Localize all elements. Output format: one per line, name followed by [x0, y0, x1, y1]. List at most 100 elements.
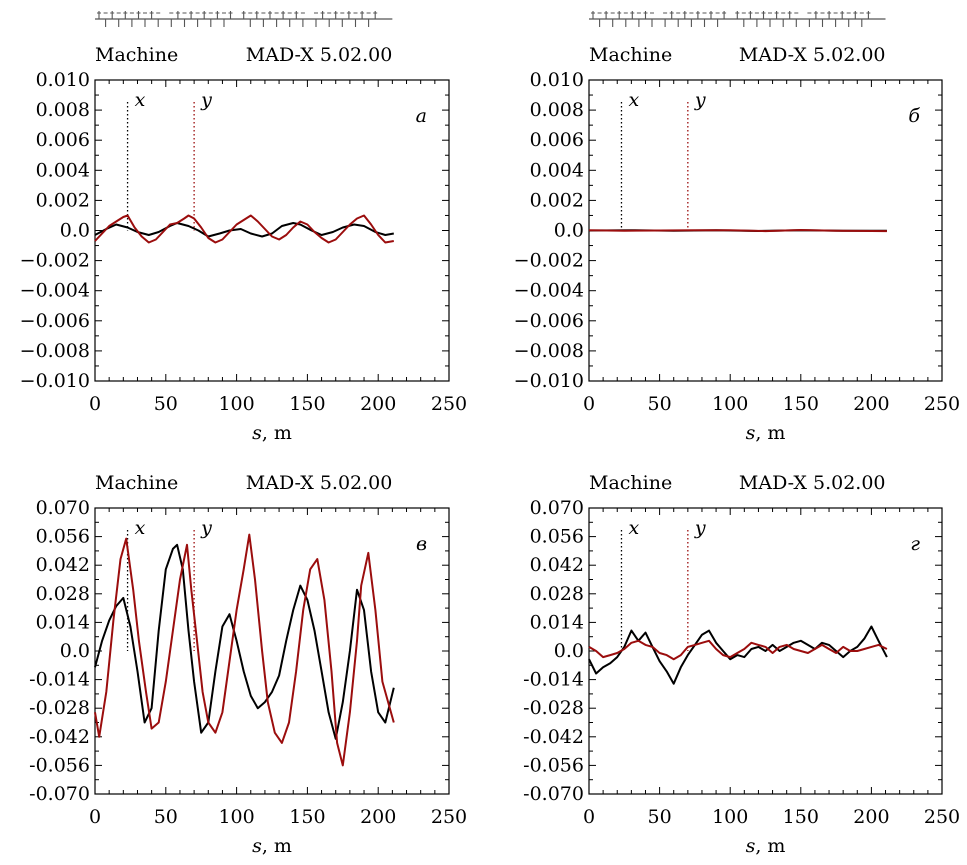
- y-tick-label: 0.028: [530, 583, 584, 605]
- x-tick-label: 150: [783, 806, 819, 828]
- x-axis-label-unit: , m: [755, 835, 785, 857]
- lattice-elements: [97, 11, 378, 27]
- y-tick-label: 0.008: [36, 99, 90, 121]
- marker-label-y: y: [200, 517, 212, 539]
- x-axis-label-var: s: [746, 835, 756, 857]
- y-tick-label: 0.0: [60, 640, 90, 662]
- y-tick-label: 0.070: [36, 497, 90, 519]
- y-tick-label: -0.056: [29, 754, 90, 776]
- x-tick-label: 250: [431, 393, 467, 415]
- y-tick-label: −0.010: [20, 370, 90, 392]
- series-line-y: [588, 639, 888, 661]
- y-tick-label: 0.0: [554, 220, 584, 242]
- panel-letter: в: [416, 533, 427, 555]
- header-machine-label: Machine: [589, 44, 672, 66]
- plot-frame: [94, 79, 450, 382]
- panel-letter: г: [910, 533, 920, 555]
- panel-c: Machine MAD-X 5.02.00 0.070 0.056 0.042 0.028…: [29, 472, 467, 857]
- x-tick-label: 250: [924, 806, 960, 828]
- y-tick-label: -0.028: [29, 697, 90, 719]
- series-line-y: [588, 229, 887, 233]
- x-tick-label: 50: [648, 806, 672, 828]
- y-tick-label: -0.014: [29, 669, 90, 691]
- panel-b: Machine MAD-X 5.02.00 0.010 0.008 0.006 0.004…: [514, 11, 960, 444]
- plot-frame: [94, 507, 450, 795]
- y-tick-label: 0.028: [36, 583, 90, 605]
- y-tick-label: −0.004: [514, 280, 584, 302]
- y-tick-label: −0.010: [514, 370, 584, 392]
- x-tick-label: 200: [360, 806, 396, 828]
- y-tick-label: 0.004: [530, 159, 584, 181]
- header-version-label: MAD-X 5.02.00: [739, 472, 886, 494]
- x-axis-label: s, m: [252, 835, 292, 857]
- x-tick-label: 200: [853, 393, 889, 415]
- x-tick-label: 200: [853, 806, 889, 828]
- x-tick-label: 100: [712, 393, 748, 415]
- x-tick-label: 250: [924, 393, 960, 415]
- y-tick-label: -0.042: [29, 726, 90, 748]
- x-axis-label-unit: , m: [755, 422, 785, 444]
- y-tick-label: 0.056: [530, 526, 584, 548]
- marker-label-x: x: [628, 89, 639, 111]
- lattice-elements: [591, 11, 871, 27]
- y-tick-label: -0.070: [29, 783, 90, 805]
- x-axis-label-var: s: [746, 422, 756, 444]
- y-tick-label: 0.014: [530, 611, 584, 633]
- x-tick-label: 0: [89, 806, 101, 828]
- header-machine-label: Machine: [95, 472, 178, 494]
- series-line-x: [94, 222, 394, 238]
- header-machine-label: Machine: [95, 44, 178, 66]
- panel-d: Machine MAD-X 5.02.00 0.070 0.056 0.042 0.028…: [523, 472, 960, 857]
- x-axis-label-unit: , m: [262, 835, 292, 857]
- marker-label-x: x: [135, 517, 146, 539]
- x-axis-label-unit: , m: [262, 422, 292, 444]
- series-line-y: [94, 533, 395, 767]
- x-axis-label: s, m: [746, 422, 786, 444]
- series-line-x: [94, 543, 395, 740]
- x-tick-label: 100: [218, 806, 254, 828]
- y-tick-label: 0.006: [530, 129, 584, 151]
- x-tick-label: 50: [648, 393, 672, 415]
- y-tick-label: 0.070: [530, 497, 584, 519]
- x-tick-label: 200: [360, 393, 396, 415]
- y-tick-label: 0.004: [36, 159, 90, 181]
- y-tick-label: 0.010: [530, 69, 584, 91]
- y-tick-label: -0.014: [523, 669, 584, 691]
- y-tick-label: -0.070: [523, 783, 584, 805]
- x-tick-label: 100: [218, 393, 254, 415]
- x-tick-label: 0: [89, 393, 101, 415]
- y-tick-label: 0.002: [36, 189, 90, 211]
- marker-label-y: y: [694, 89, 706, 111]
- x-tick-label: 0: [583, 393, 595, 415]
- marker-label-x: x: [628, 517, 639, 539]
- header-version-label: MAD-X 5.02.00: [739, 44, 886, 66]
- y-tick-label: -0.042: [523, 726, 584, 748]
- x-axis-label: s, m: [252, 422, 292, 444]
- series-line-x: [588, 625, 888, 685]
- x-tick-label: 150: [289, 393, 325, 415]
- y-tick-label: −0.006: [20, 310, 90, 332]
- y-tick-label: 0.042: [530, 554, 584, 576]
- y-tick-label: 0.010: [36, 69, 90, 91]
- panel-letter: б: [908, 105, 920, 127]
- y-tick-label: 0.014: [36, 611, 90, 633]
- x-tick-label: 150: [783, 393, 819, 415]
- y-tick-label: −0.006: [514, 310, 584, 332]
- marker-label-x: x: [135, 89, 146, 111]
- marker-label-y: y: [694, 517, 706, 539]
- y-tick-label: 0.042: [36, 554, 90, 576]
- y-tick-label: −0.008: [20, 340, 90, 362]
- y-tick-label: 0.002: [530, 189, 584, 211]
- x-tick-label: 100: [712, 806, 748, 828]
- y-tick-label: −0.004: [20, 280, 90, 302]
- y-tick-label: −0.008: [514, 340, 584, 362]
- header-version-label: MAD-X 5.02.00: [246, 472, 393, 494]
- header-version-label: MAD-X 5.02.00: [246, 44, 393, 66]
- panel-letter: а: [416, 105, 427, 127]
- header-machine-label: Machine: [589, 472, 672, 494]
- y-tick-label: 0.006: [36, 129, 90, 151]
- y-tick-label: −0.002: [514, 250, 584, 272]
- y-tick-label: 0.008: [530, 99, 584, 121]
- panel-a: Machine MAD-X 5.02.00 0.010 0.008 0.006 0.004…: [20, 11, 467, 444]
